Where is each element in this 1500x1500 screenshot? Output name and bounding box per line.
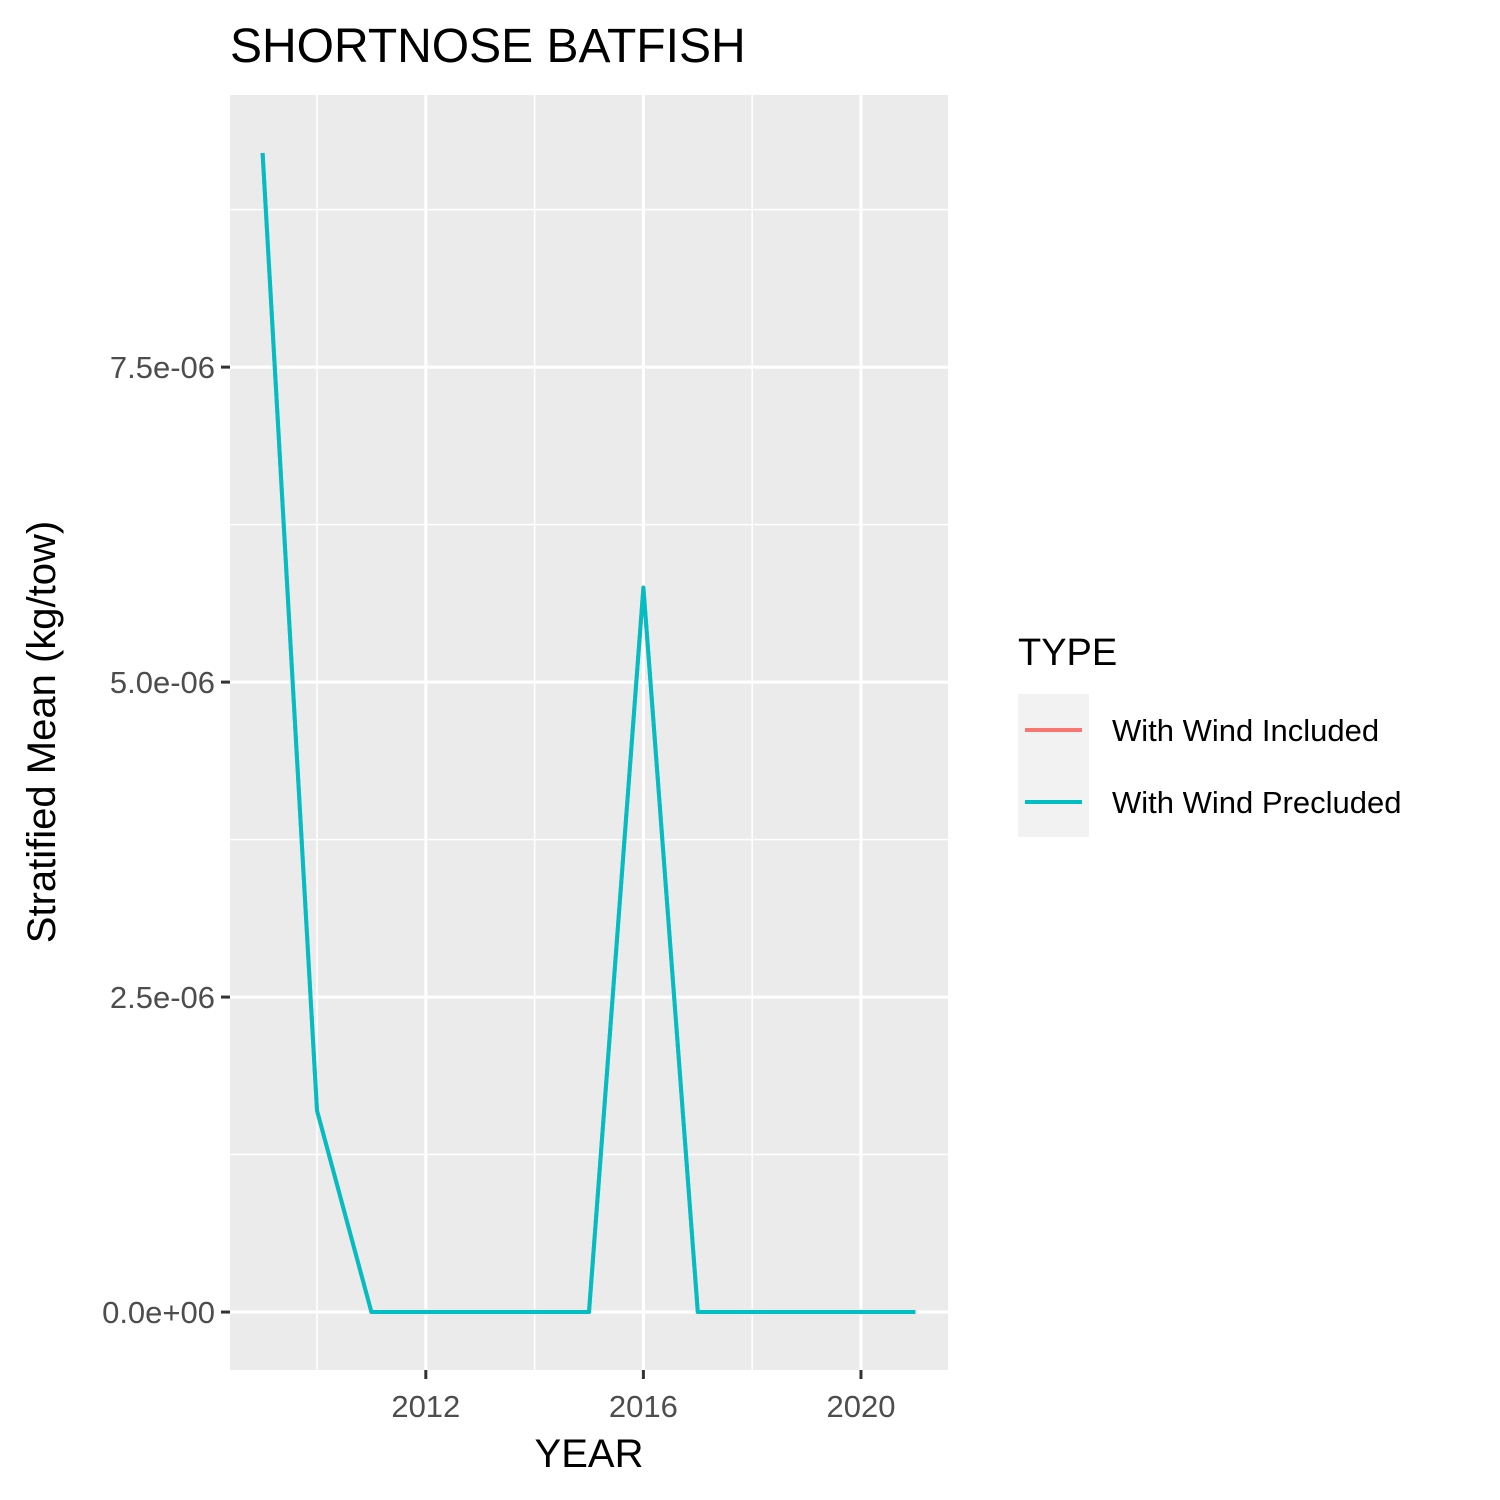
legend-key-background <box>1018 694 1089 837</box>
series-layer <box>260 152 916 1314</box>
x-axis: 2012 2016 2020 <box>391 1370 895 1424</box>
legend-label: With Wind Precluded <box>1112 785 1401 820</box>
grid-major <box>230 95 948 1370</box>
legend-title: TYPE <box>1018 632 1117 674</box>
legend-items: With Wind Included With Wind Precluded <box>1025 713 1401 820</box>
y-axis-title: Stratified Mean (kg/tow) <box>20 521 64 943</box>
y-tick-label: 0.0e+00 <box>102 1295 215 1330</box>
legend: TYPE With Wind Included With Wind Preclud… <box>1018 632 1401 837</box>
grid-minor <box>230 95 948 1370</box>
x-axis-title: YEAR <box>535 1432 644 1476</box>
x-tick-label: 2012 <box>391 1389 460 1424</box>
series-line <box>260 152 916 1314</box>
plot-panel <box>230 95 948 1370</box>
y-axis: 0.0e+00 2.5e-06 5.0e-06 7.5e-06 <box>102 350 230 1330</box>
y-tick-label: 7.5e-06 <box>110 350 215 385</box>
legend-label: With Wind Included <box>1112 713 1379 748</box>
x-tick-label: 2016 <box>609 1389 678 1424</box>
y-tick-label: 5.0e-06 <box>110 665 215 700</box>
y-tick-label: 2.5e-06 <box>110 980 215 1015</box>
x-tick-label: 2020 <box>826 1389 895 1424</box>
chart-title: SHORTNOSE BATFISH <box>230 20 746 73</box>
